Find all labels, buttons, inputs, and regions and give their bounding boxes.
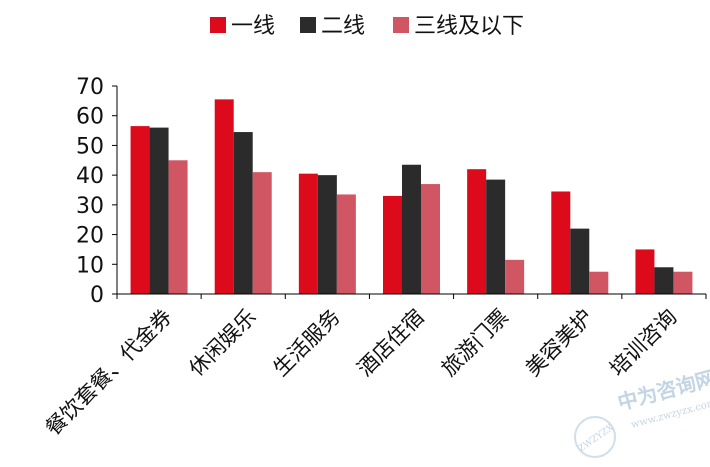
bar [298,173,318,294]
bar [252,172,272,294]
bar [168,160,188,294]
bars [130,99,693,295]
watermark: ZWZYZX 中为咨询网 www.zwzyzx.com [574,366,710,458]
y-tick-label: 70 [76,75,104,100]
bar [673,271,693,294]
bar [551,191,571,294]
x-category-label: 生活服务 [269,305,345,381]
bar [383,195,402,294]
watermark-badge-icon [574,416,616,458]
x-category-label: 餐饮套餐、代金券 [41,305,177,441]
legend-swatch [300,17,316,33]
legend-label: 二线 [321,14,365,39]
bar [486,179,506,294]
y-tick-label: 30 [76,194,104,219]
x-category-label: 旅游门票 [437,305,513,381]
y-tick-label: 50 [76,134,104,159]
y-tick-label: 60 [76,105,104,130]
bar [149,127,169,294]
x-category-label: 美容美护 [521,305,597,381]
legend-swatch [393,17,409,33]
y-tick-label: 20 [76,224,104,249]
legend-label: 三线及以下 [414,14,524,39]
bar [402,164,421,294]
bar [635,249,655,294]
x-category-label: 培训咨询 [605,305,681,381]
y-tick-label: 0 [90,283,104,308]
x-category-label: 休闲娱乐 [184,305,260,381]
bar [589,271,609,294]
bar [421,184,440,294]
y-tick-label: 10 [76,253,104,278]
bar [467,169,487,294]
bar [336,194,356,294]
bar [570,228,590,294]
legend-label: 一线 [231,14,275,39]
bar [214,99,234,295]
axes [112,85,707,299]
legend: 一线 二线 三线及以下 [210,14,524,39]
x-category-label: 酒店住宿 [353,305,429,381]
bar [505,259,525,294]
bar [130,126,150,294]
y-tick-label: 40 [76,164,104,189]
y-axis-ticks: 0 10 20 30 40 50 60 70 [76,75,104,308]
bar [233,132,253,294]
bar [654,267,674,294]
legend-swatch [210,17,226,33]
bar [317,175,337,294]
